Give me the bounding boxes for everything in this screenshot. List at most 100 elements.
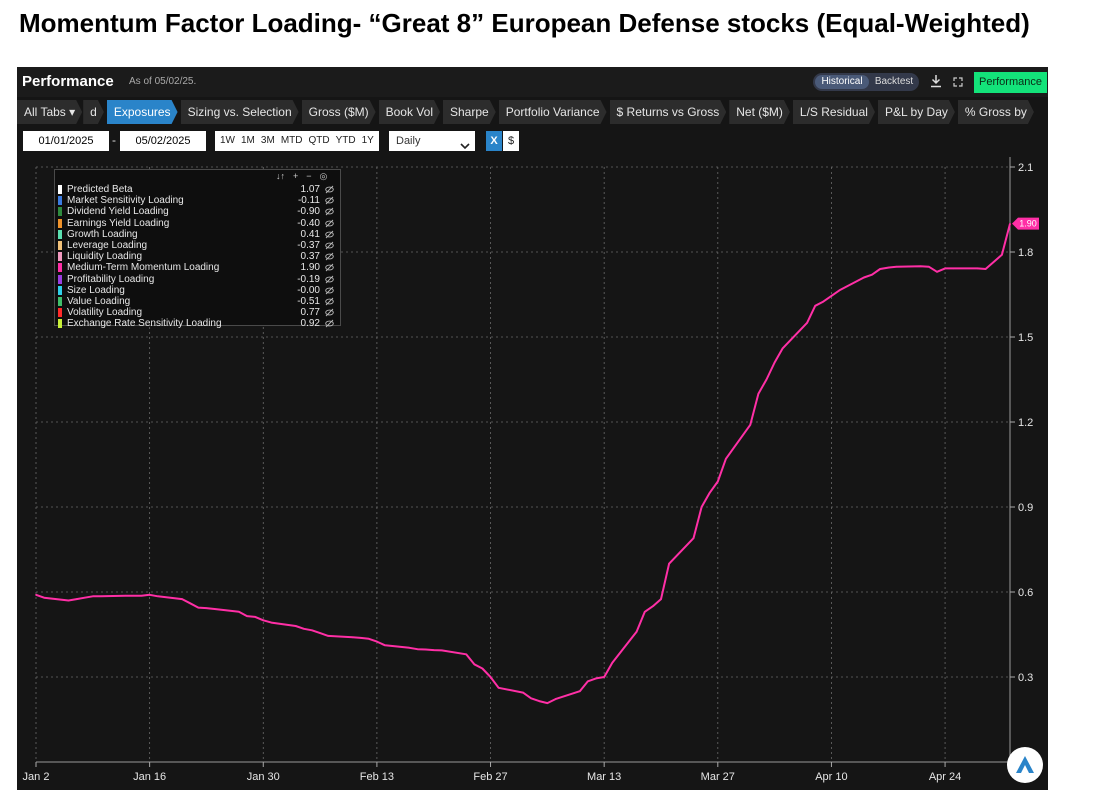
legend-item[interactable]: Value Loading -0.51 <box>58 296 338 307</box>
visibility-toggle-icon[interactable] <box>325 286 334 298</box>
range-1y-button[interactable]: 1Y <box>361 135 374 146</box>
exposure-chart: 0.3 0.6 0.9 1.2 1.5 1.8 2.1 Jan 2 Jan 16 Jan 30 F… <box>23 157 1039 783</box>
visibility-toggle-icon[interactable] <box>325 207 334 219</box>
legend-value: -0.19 <box>297 273 320 285</box>
data-point <box>546 702 549 704</box>
data-point <box>270 621 273 624</box>
data-point <box>465 653 467 656</box>
data-point <box>83 596 86 599</box>
visibility-toggle-icon[interactable] <box>325 297 334 309</box>
historical-toggle[interactable]: Historical <box>815 75 869 89</box>
data-point <box>806 322 808 324</box>
date-range-separator: - <box>112 133 116 147</box>
performance-button[interactable]: Performance <box>974 72 1047 93</box>
tab-net[interactable]: Net ($M) <box>729 100 790 124</box>
data-point <box>717 480 719 483</box>
legend-value: 1.90 <box>300 262 320 274</box>
start-date-input[interactable]: 01/01/2025 <box>23 131 109 151</box>
visibility-toggle-icon[interactable] <box>325 308 334 320</box>
data-point <box>132 594 135 597</box>
legend-value: -0.40 <box>297 217 320 229</box>
range-qtd-button[interactable]: QTD <box>308 135 330 146</box>
end-date-input[interactable]: 05/02/2025 <box>120 131 206 151</box>
visibility-toggle-icon[interactable] <box>325 219 334 231</box>
visibility-toggle-icon[interactable] <box>325 185 334 197</box>
legend-item[interactable]: Market Sensitivity Loading -0.11 <box>58 195 338 206</box>
tab-sizing-vs-selection[interactable]: Sizing vs. Selection <box>181 100 299 124</box>
visibility-toggle-icon[interactable] <box>325 252 334 264</box>
add-icon[interactable]: + <box>293 171 299 181</box>
visibility-toggle-icon[interactable] <box>325 230 334 242</box>
legend-item[interactable]: Growth Loading 0.41 <box>58 229 338 240</box>
visibility-toggle-icon[interactable] <box>325 263 334 275</box>
data-point <box>497 686 500 689</box>
x-tick-label: Jan 2 <box>23 771 50 783</box>
tab-pnl-by-day[interactable]: P&L by Day <box>878 100 955 124</box>
data-point <box>554 698 557 700</box>
tab-ls-residual[interactable]: L/S Residual <box>793 100 875 124</box>
tab-gross-by[interactable]: % Gross by <box>958 100 1034 124</box>
download-icon[interactable] <box>929 74 943 93</box>
visibility-toggle-icon[interactable] <box>325 319 334 331</box>
legend-item[interactable]: Leverage Loading -0.37 <box>58 240 338 251</box>
last-value-badge <box>1012 217 1039 230</box>
as-of-date: As of 05/02/25. <box>129 76 197 87</box>
legend-item[interactable]: Medium-Term Momentum Loading 1.90 <box>58 262 338 273</box>
tab-truncated[interactable]: d <box>83 100 104 124</box>
legend-item[interactable]: Size Loading -0.00 <box>58 285 338 296</box>
range-mtd-button[interactable]: MTD <box>280 135 303 146</box>
legend-swatch <box>58 185 62 194</box>
data-point <box>205 607 208 609</box>
data-point <box>359 637 362 639</box>
legend-item[interactable]: Dividend Yield Loading -0.90 <box>58 206 338 217</box>
dollar-currency-button[interactable]: $ <box>503 131 519 151</box>
data-point <box>603 676 605 678</box>
data-point <box>294 625 297 627</box>
minus-icon[interactable]: − <box>306 171 312 181</box>
legend-item[interactable]: Earnings Yield Loading -0.40 <box>58 218 338 229</box>
expand-icon[interactable] <box>952 75 964 93</box>
legend-item[interactable]: Predicted Beta 1.07 <box>58 184 338 195</box>
legend-swatch <box>58 297 62 306</box>
data-point <box>1001 254 1003 256</box>
data-point <box>408 647 411 649</box>
x-currency-button[interactable]: X <box>486 131 502 151</box>
data-point <box>432 649 435 651</box>
data-point <box>814 305 816 307</box>
data-point <box>635 630 638 633</box>
tab-exposures[interactable]: Exposures <box>107 100 178 124</box>
backtest-toggle[interactable]: Backtest <box>874 76 914 87</box>
visibility-toggle-icon[interactable] <box>325 275 334 287</box>
data-point <box>587 680 589 683</box>
tab-portfolio-variance[interactable]: Portfolio Variance <box>499 100 607 124</box>
legend-label: Value Loading <box>67 296 131 307</box>
visibility-toggle-icon[interactable] <box>325 241 334 253</box>
legend-swatch <box>58 263 62 273</box>
page-title: Momentum Factor Loading- “Great 8” Europ… <box>19 8 1030 38</box>
tab-book-vol[interactable]: Book Vol <box>379 100 440 124</box>
x-tick-label: Apr 10 <box>815 771 847 783</box>
eye-icon[interactable]: ◎ <box>319 171 328 181</box>
y-tick-label: 2.1 <box>1018 162 1033 174</box>
y-tick-label: 0.3 <box>1018 672 1033 684</box>
legend-swatch <box>58 274 62 284</box>
legend-item[interactable]: Profitability Loading -0.19 <box>58 274 338 285</box>
tab-sharpe[interactable]: Sharpe <box>443 100 496 124</box>
range-ytd-button[interactable]: YTD <box>335 135 356 146</box>
range-1w-button[interactable]: 1W <box>220 135 235 146</box>
data-point <box>530 697 532 700</box>
frequency-select[interactable]: Daily <box>389 131 475 151</box>
legend-item[interactable]: Liquidity Loading 0.37 <box>58 251 338 262</box>
tab-returns-vs-gross[interactable]: $ Returns vs Gross <box>610 100 727 124</box>
data-point <box>879 268 881 270</box>
legend-item[interactable]: Exchange Rate Sensitivity Loading 0.92 <box>58 318 338 329</box>
range-1m-button[interactable]: 1M <box>241 135 255 146</box>
tab-all-tabs[interactable]: All Tabs ▾ <box>17 100 82 124</box>
tab-gross[interactable]: Gross ($M) <box>302 100 376 124</box>
visibility-toggle-icon[interactable] <box>325 196 334 208</box>
legend-item[interactable]: Volatility Loading 0.77 <box>58 307 338 318</box>
range-3m-button[interactable]: 3M <box>260 135 275 146</box>
legend-value: -0.37 <box>297 240 320 251</box>
mode-toggle[interactable]: Historical Backtest <box>813 73 919 91</box>
sort-icon[interactable]: ↓↑ <box>276 171 285 181</box>
